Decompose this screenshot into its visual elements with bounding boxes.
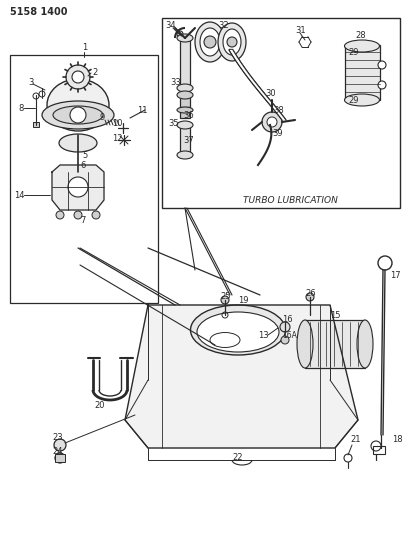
Text: 34: 34 [164,20,175,29]
Bar [304,320,364,368]
Circle shape [56,211,64,219]
Text: 15: 15 [329,311,339,320]
Circle shape [261,112,281,132]
Bar [180,95,189,107]
Ellipse shape [47,79,109,131]
Text: 22: 22 [232,454,243,463]
Text: 6: 6 [80,160,85,169]
Circle shape [72,71,84,83]
Bar [55,454,65,462]
Text: 21: 21 [349,435,360,445]
Ellipse shape [200,28,220,56]
Text: 36: 36 [182,110,193,119]
Text: 7: 7 [80,215,85,224]
Text: 8: 8 [18,103,23,112]
Ellipse shape [190,305,285,355]
Ellipse shape [42,101,114,129]
Ellipse shape [195,22,225,62]
Text: 13: 13 [257,330,268,340]
Text: TURBO LUBRICATION: TURBO LUBRICATION [242,196,337,205]
Text: 5158 1400: 5158 1400 [10,7,67,17]
Circle shape [55,453,65,463]
Ellipse shape [196,312,278,352]
Ellipse shape [177,34,193,42]
Ellipse shape [218,23,245,61]
Circle shape [280,336,288,344]
Text: 17: 17 [389,271,400,279]
Circle shape [266,117,276,127]
Text: 9: 9 [100,112,105,122]
Circle shape [377,61,385,69]
Text: 14: 14 [14,190,25,199]
Text: 31: 31 [294,26,305,35]
Text: 32: 32 [218,20,228,29]
Circle shape [377,256,391,270]
Text: 28: 28 [354,30,365,39]
Ellipse shape [53,106,103,124]
Circle shape [70,107,86,123]
Text: 33: 33 [170,77,180,86]
Circle shape [74,211,82,219]
Circle shape [66,65,90,89]
Text: 37: 37 [182,135,193,144]
Text: 5: 5 [82,150,87,159]
Text: 10: 10 [112,118,122,127]
Circle shape [305,293,313,301]
Text: 16: 16 [281,316,292,325]
Text: 18: 18 [391,435,402,445]
Ellipse shape [344,94,379,106]
Ellipse shape [59,134,97,152]
Circle shape [220,296,229,304]
Ellipse shape [177,84,193,92]
Polygon shape [52,165,104,210]
Circle shape [68,177,88,197]
Text: 35: 35 [168,118,178,127]
Bar [180,38,189,88]
Text: 39: 39 [271,128,282,138]
Bar [180,110,189,118]
Text: 23: 23 [52,433,63,442]
Text: 12: 12 [112,133,122,142]
Text: 38: 38 [272,106,283,115]
Text: 26: 26 [304,288,315,297]
Bar [180,125,189,155]
Ellipse shape [296,320,312,368]
Circle shape [92,211,100,219]
Text: 19: 19 [237,295,248,304]
Ellipse shape [177,91,193,99]
Text: 20: 20 [94,400,105,409]
Text: 1: 1 [82,43,87,52]
Bar [372,446,384,454]
Text: 24: 24 [52,448,62,456]
Text: 2: 2 [92,68,97,77]
Text: 25: 25 [220,292,230,301]
Text: 11: 11 [137,106,147,115]
Circle shape [227,37,236,47]
Bar [344,45,379,100]
Bar [33,122,39,127]
Ellipse shape [222,29,240,55]
Text: 3: 3 [28,77,33,86]
Text: 16A: 16A [281,330,296,340]
Ellipse shape [177,151,193,159]
Circle shape [370,441,380,451]
Ellipse shape [177,107,193,113]
Polygon shape [125,305,357,448]
Text: 29: 29 [347,95,357,104]
Ellipse shape [356,320,372,368]
Circle shape [343,454,351,462]
Ellipse shape [344,40,379,52]
Bar [10,55,157,303]
Circle shape [54,439,66,451]
Bar [162,18,399,208]
Text: 30: 30 [264,88,275,98]
Ellipse shape [177,121,193,129]
Text: 29: 29 [347,47,357,56]
Circle shape [204,36,216,48]
Circle shape [279,322,289,332]
Circle shape [377,81,385,89]
